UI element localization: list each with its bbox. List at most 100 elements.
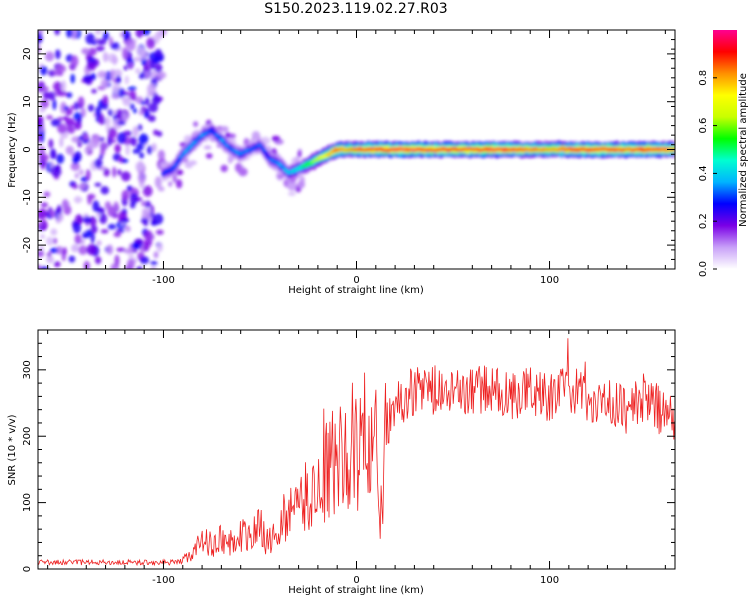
colorbar-ticks: 0.0 0.2 0.4 0.6 0.8 [698, 70, 717, 277]
noise-blob [39, 266, 50, 269]
noise-blob [39, 153, 49, 162]
spectrogram-x-tick-label: 100 [540, 275, 559, 286]
halo-blob [297, 150, 302, 158]
noise-blob [97, 70, 107, 79]
noise-blob [136, 266, 143, 269]
spectrogram-x-tick-label: -100 [152, 275, 175, 286]
halo-blob [193, 121, 199, 127]
noise-blob [38, 32, 43, 44]
noise-blob [38, 264, 41, 269]
noise-blob [95, 106, 102, 118]
noise-blob [125, 39, 136, 51]
noise-blob [94, 158, 103, 169]
noise-blob [120, 217, 130, 223]
noise-blob [136, 143, 145, 151]
noise-blob [57, 124, 68, 134]
noise-blob [112, 54, 117, 66]
noise-blob [121, 189, 130, 201]
noise-blob [99, 213, 108, 225]
noise-blob [63, 106, 69, 111]
noise-blob [141, 200, 146, 207]
noise-blob [92, 200, 100, 212]
noise-blob [127, 61, 134, 70]
noise-blob [141, 50, 148, 60]
noise-blob [100, 186, 110, 195]
snr-y-tick-label: 200 [22, 427, 33, 446]
halo-blob [287, 191, 296, 196]
noise-blob [123, 248, 134, 254]
noise-blob [107, 127, 117, 139]
noise-blob [147, 39, 155, 46]
noise-blob [40, 86, 50, 92]
noise-blob [150, 261, 158, 266]
noise-blob [116, 108, 123, 119]
noise-blob [117, 132, 127, 144]
noise-blob [40, 131, 45, 143]
noise-blob [125, 144, 130, 156]
noise-blob [138, 110, 144, 116]
noise-blob [143, 63, 149, 72]
noise-blob [50, 228, 58, 236]
noise-blob [59, 137, 64, 148]
ridge-blob [220, 139, 225, 142]
halo-blob [276, 174, 284, 179]
noise-blob [139, 256, 150, 265]
noise-blob [54, 30, 60, 36]
noise-blob [110, 68, 115, 81]
noise-blob [89, 73, 97, 81]
halo-blob [205, 153, 213, 159]
ridge-blob [263, 152, 269, 156]
noise-blob [110, 42, 120, 50]
halo-blob [168, 181, 173, 187]
noise-blob [74, 101, 79, 111]
colorbar-tick-label: 0.4 [698, 165, 709, 181]
noise-blob [99, 154, 104, 160]
spectrogram-y-tick-label: -20 [22, 237, 33, 253]
colorbar: 0.0 0.2 0.4 0.6 0.8 Normalized spectral ampl… [698, 30, 749, 277]
colorbar-tick-label: 0.0 [698, 261, 709, 277]
noise-blob [129, 103, 135, 110]
noise-blob [68, 255, 76, 263]
snr-frame [37, 329, 676, 570]
noise-blob [56, 90, 67, 97]
noise-blob [38, 134, 41, 143]
noise-blob [71, 55, 79, 68]
noise-blob [107, 223, 117, 230]
noise-blob [125, 226, 131, 232]
ridge-blob [262, 148, 267, 152]
noise-blob [38, 107, 46, 113]
noise-blob [107, 109, 113, 117]
noise-blob [86, 62, 96, 71]
noise-blob [87, 194, 92, 205]
noise-blob [153, 251, 159, 259]
noise-blob [153, 129, 159, 136]
halo-blob [220, 126, 229, 133]
noise-blob [147, 115, 156, 122]
noise-blob [150, 266, 157, 269]
noise-blob [38, 145, 46, 157]
colorbar-label: Normalized spectral amplitude [738, 73, 749, 227]
noise-blob [88, 47, 97, 56]
noise-blob [78, 169, 84, 176]
noise-blob [47, 91, 56, 101]
noise-blob [62, 116, 69, 121]
noise-blob [114, 144, 121, 153]
spectrogram-x-tick-label: 0 [353, 275, 359, 286]
noise-blob [67, 108, 73, 116]
noise-blob [70, 162, 81, 171]
noise-blob [156, 242, 163, 253]
noise-blob [127, 258, 135, 269]
noise-blob [94, 182, 102, 187]
noise-blob [123, 65, 128, 71]
noise-blob [133, 57, 143, 62]
noise-blob [142, 185, 153, 197]
noise-blob [39, 219, 48, 231]
noise-blob [101, 141, 106, 150]
noise-blob [118, 87, 125, 98]
noise-blob [53, 261, 61, 268]
noise-blob [132, 95, 137, 101]
noise-blob [71, 136, 80, 143]
noise-blob [94, 256, 102, 265]
noise-blob [143, 239, 150, 252]
